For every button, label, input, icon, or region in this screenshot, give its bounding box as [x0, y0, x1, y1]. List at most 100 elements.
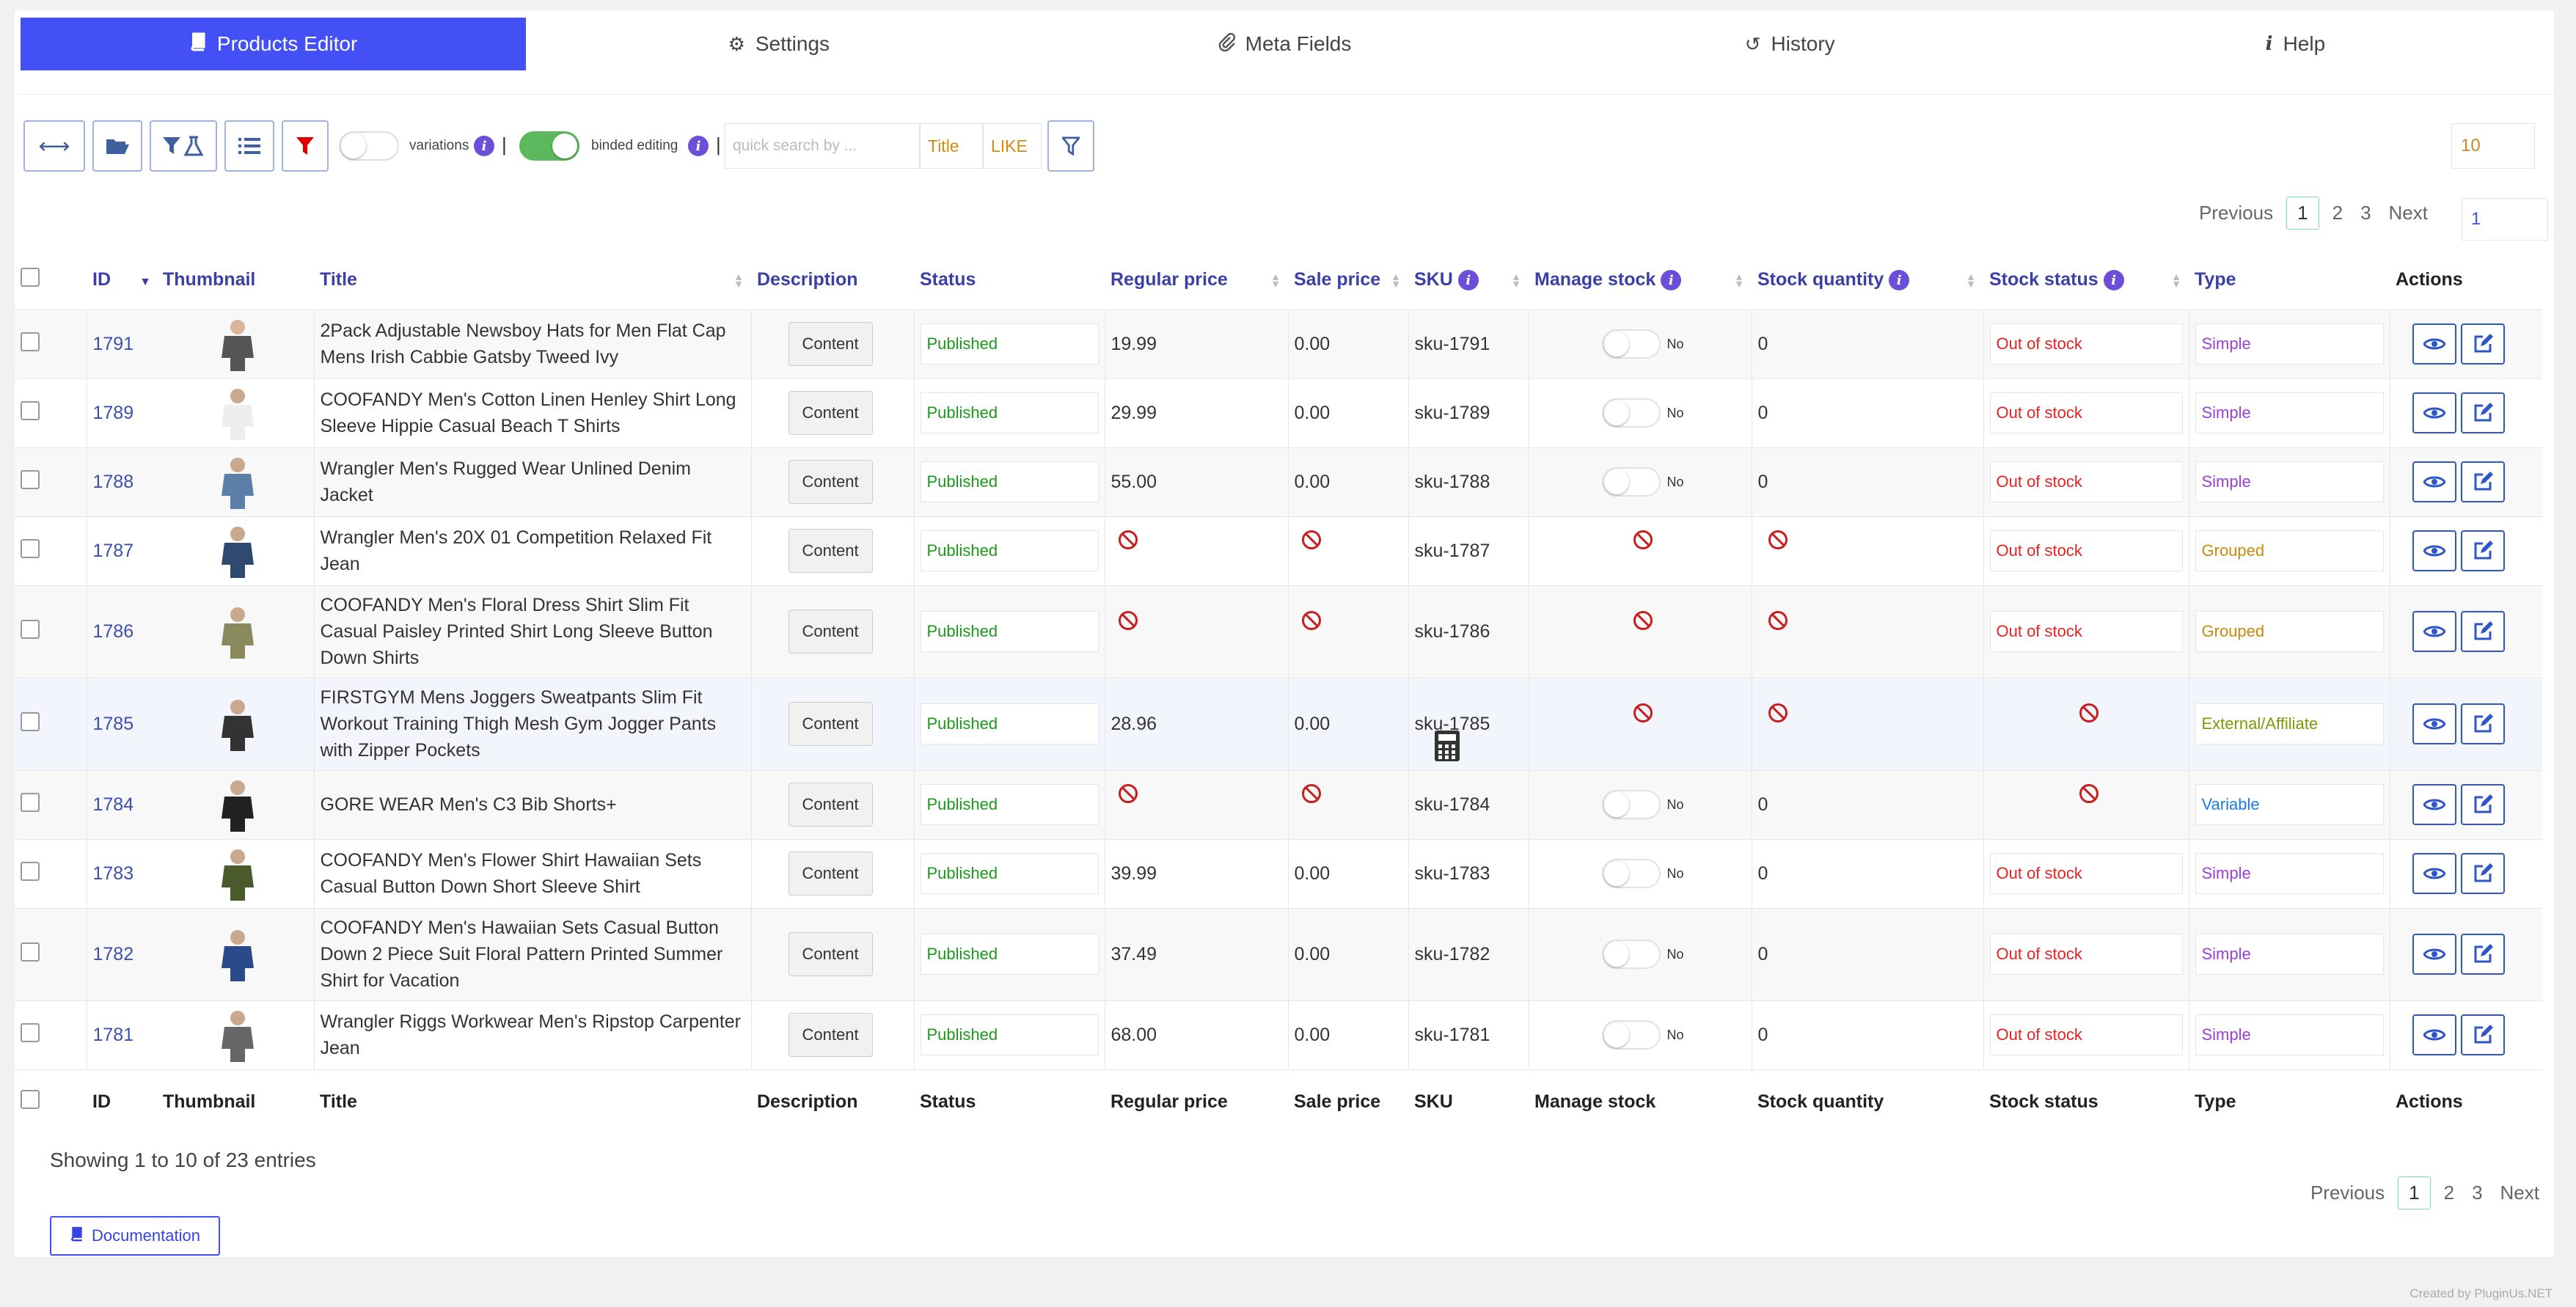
- product-thumbnail[interactable]: [214, 524, 261, 578]
- product-thumbnail[interactable]: [214, 386, 261, 440]
- edit-button[interactable]: [2460, 530, 2505, 571]
- stock-quantity-value[interactable]: 0: [1757, 402, 1768, 423]
- product-id-link[interactable]: 1789: [92, 402, 134, 423]
- select-all-checkbox[interactable]: [21, 1089, 40, 1109]
- row-checkbox[interactable]: [21, 942, 40, 962]
- page-3-link[interactable]: 3: [2472, 1182, 2483, 1204]
- manage-stock-toggle[interactable]: [1602, 398, 1661, 428]
- apply-filter-button[interactable]: [1047, 120, 1094, 172]
- per-page-input[interactable]: 10: [2451, 123, 2535, 169]
- edit-button[interactable]: [2460, 934, 2505, 975]
- stock-status-select[interactable]: Out of stock: [1989, 392, 2183, 433]
- manage-stock-toggle[interactable]: [1602, 1020, 1661, 1050]
- product-thumbnail[interactable]: [214, 846, 261, 901]
- product-id-link[interactable]: 1788: [92, 471, 134, 492]
- sale-price-value[interactable]: 0.00: [1294, 713, 1331, 734]
- quick-search-input[interactable]: quick search by ...: [725, 123, 920, 169]
- content-button[interactable]: Content: [788, 609, 873, 654]
- regular-price-value[interactable]: 39.99: [1110, 863, 1157, 884]
- type-select[interactable]: Simple: [2195, 461, 2384, 502]
- row-checkbox[interactable]: [21, 792, 40, 812]
- sku-value[interactable]: sku-1791: [1414, 333, 1490, 354]
- product-title[interactable]: 2Pack Adjustable Newsboy Hats for Men Fl…: [320, 321, 726, 367]
- content-button[interactable]: Content: [788, 783, 873, 827]
- tab-history[interactable]: ↺ History: [1537, 18, 2043, 70]
- sku-value[interactable]: sku-1788: [1414, 471, 1490, 492]
- tab-meta-fields[interactable]: Meta Fields: [1031, 18, 1537, 70]
- product-thumbnail[interactable]: [214, 697, 261, 751]
- content-button[interactable]: Content: [788, 391, 873, 435]
- status-select[interactable]: Published: [920, 530, 1099, 571]
- product-title[interactable]: Wrangler Men's 20X 01 Competition Relaxe…: [320, 527, 712, 574]
- view-button[interactable]: [2412, 611, 2456, 652]
- expand-columns-button[interactable]: ⟷: [23, 120, 85, 172]
- binded-editing-toggle[interactable]: [519, 131, 579, 161]
- stock-quantity-value[interactable]: 0: [1757, 471, 1768, 492]
- status-select[interactable]: Published: [920, 853, 1099, 894]
- regular-price-value[interactable]: 19.99: [1110, 333, 1157, 354]
- status-select[interactable]: Published: [920, 392, 1099, 433]
- manage-stock-toggle[interactable]: [1602, 859, 1661, 888]
- content-button[interactable]: Content: [788, 1013, 873, 1057]
- stock-quantity-value[interactable]: 0: [1757, 863, 1768, 884]
- filter-button[interactable]: [282, 120, 329, 172]
- sale-price-value[interactable]: 0.00: [1294, 471, 1331, 492]
- column-id[interactable]: ID ▼: [92, 269, 151, 290]
- product-title[interactable]: FIRSTGYM Mens Joggers Sweatpants Slim Fi…: [320, 687, 717, 761]
- sku-value[interactable]: sku-1782: [1414, 943, 1490, 964]
- page-3-link[interactable]: 3: [2360, 202, 2371, 224]
- content-button[interactable]: Content: [788, 322, 873, 366]
- regular-price-value[interactable]: 55.00: [1110, 471, 1157, 492]
- product-id-link[interactable]: 1782: [92, 943, 134, 964]
- content-button[interactable]: Content: [788, 529, 873, 573]
- type-select[interactable]: Grouped: [2195, 611, 2384, 652]
- row-checkbox[interactable]: [21, 619, 40, 639]
- product-title[interactable]: GORE WEAR Men's C3 Bib Shorts+: [320, 794, 617, 815]
- stock-status-select[interactable]: Out of stock: [1989, 853, 2183, 894]
- next-link[interactable]: Next: [2500, 1182, 2539, 1204]
- view-button[interactable]: [2412, 530, 2456, 571]
- type-select[interactable]: External/Affiliate: [2195, 703, 2384, 744]
- product-id-link[interactable]: 1785: [92, 713, 134, 734]
- regular-price-value[interactable]: 68.00: [1110, 1024, 1157, 1045]
- edit-button[interactable]: [2460, 703, 2505, 744]
- stock-quantity-value[interactable]: 0: [1757, 333, 1768, 354]
- view-button[interactable]: [2412, 1014, 2456, 1055]
- product-id-link[interactable]: 1781: [92, 1024, 134, 1045]
- page-2-link[interactable]: 2: [2332, 202, 2343, 224]
- info-icon[interactable]: i: [688, 136, 709, 156]
- status-select[interactable]: Published: [920, 323, 1099, 365]
- stock-status-select[interactable]: Out of stock: [1989, 461, 2183, 502]
- edit-button[interactable]: [2460, 853, 2505, 894]
- type-select[interactable]: Simple: [2195, 1014, 2384, 1055]
- view-button[interactable]: [2412, 934, 2456, 975]
- filter-profiles-button[interactable]: [150, 120, 217, 172]
- product-thumbnail[interactable]: [214, 777, 261, 832]
- manage-stock-toggle[interactable]: [1602, 467, 1661, 497]
- view-button[interactable]: [2412, 853, 2456, 894]
- type-select[interactable]: Grouped: [2195, 530, 2384, 571]
- column-sku[interactable]: SKU i ▲ ▼: [1414, 269, 1521, 291]
- manage-stock-toggle[interactable]: [1602, 329, 1661, 359]
- sku-value[interactable]: sku-1785: [1414, 713, 1490, 734]
- product-thumbnail[interactable]: [214, 455, 261, 509]
- sku-value[interactable]: sku-1787: [1414, 540, 1490, 561]
- page-2-link[interactable]: 2: [2443, 1182, 2455, 1204]
- column-sale-price[interactable]: Sale price ▲ ▼: [1294, 269, 1401, 290]
- view-button[interactable]: [2412, 784, 2456, 825]
- previous-link[interactable]: Previous: [2310, 1182, 2385, 1204]
- sku-value[interactable]: sku-1784: [1414, 794, 1490, 815]
- search-operator-select[interactable]: LIKE: [983, 123, 1042, 169]
- tab-help[interactable]: i Help: [2043, 18, 2548, 70]
- stock-status-select[interactable]: Out of stock: [1989, 1014, 2183, 1055]
- status-select[interactable]: Published: [920, 934, 1099, 975]
- status-select[interactable]: Published: [920, 784, 1099, 825]
- product-id-link[interactable]: 1786: [92, 620, 134, 642]
- product-title[interactable]: COOFANDY Men's Hawaiian Sets Casual Butt…: [320, 918, 723, 991]
- regular-price-value[interactable]: 29.99: [1110, 402, 1157, 423]
- manage-stock-toggle[interactable]: [1602, 790, 1661, 819]
- stock-quantity-value[interactable]: 0: [1757, 1024, 1768, 1045]
- bulk-edit-button[interactable]: [224, 120, 274, 172]
- product-id-link[interactable]: 1791: [92, 333, 134, 354]
- content-button[interactable]: Content: [788, 460, 873, 504]
